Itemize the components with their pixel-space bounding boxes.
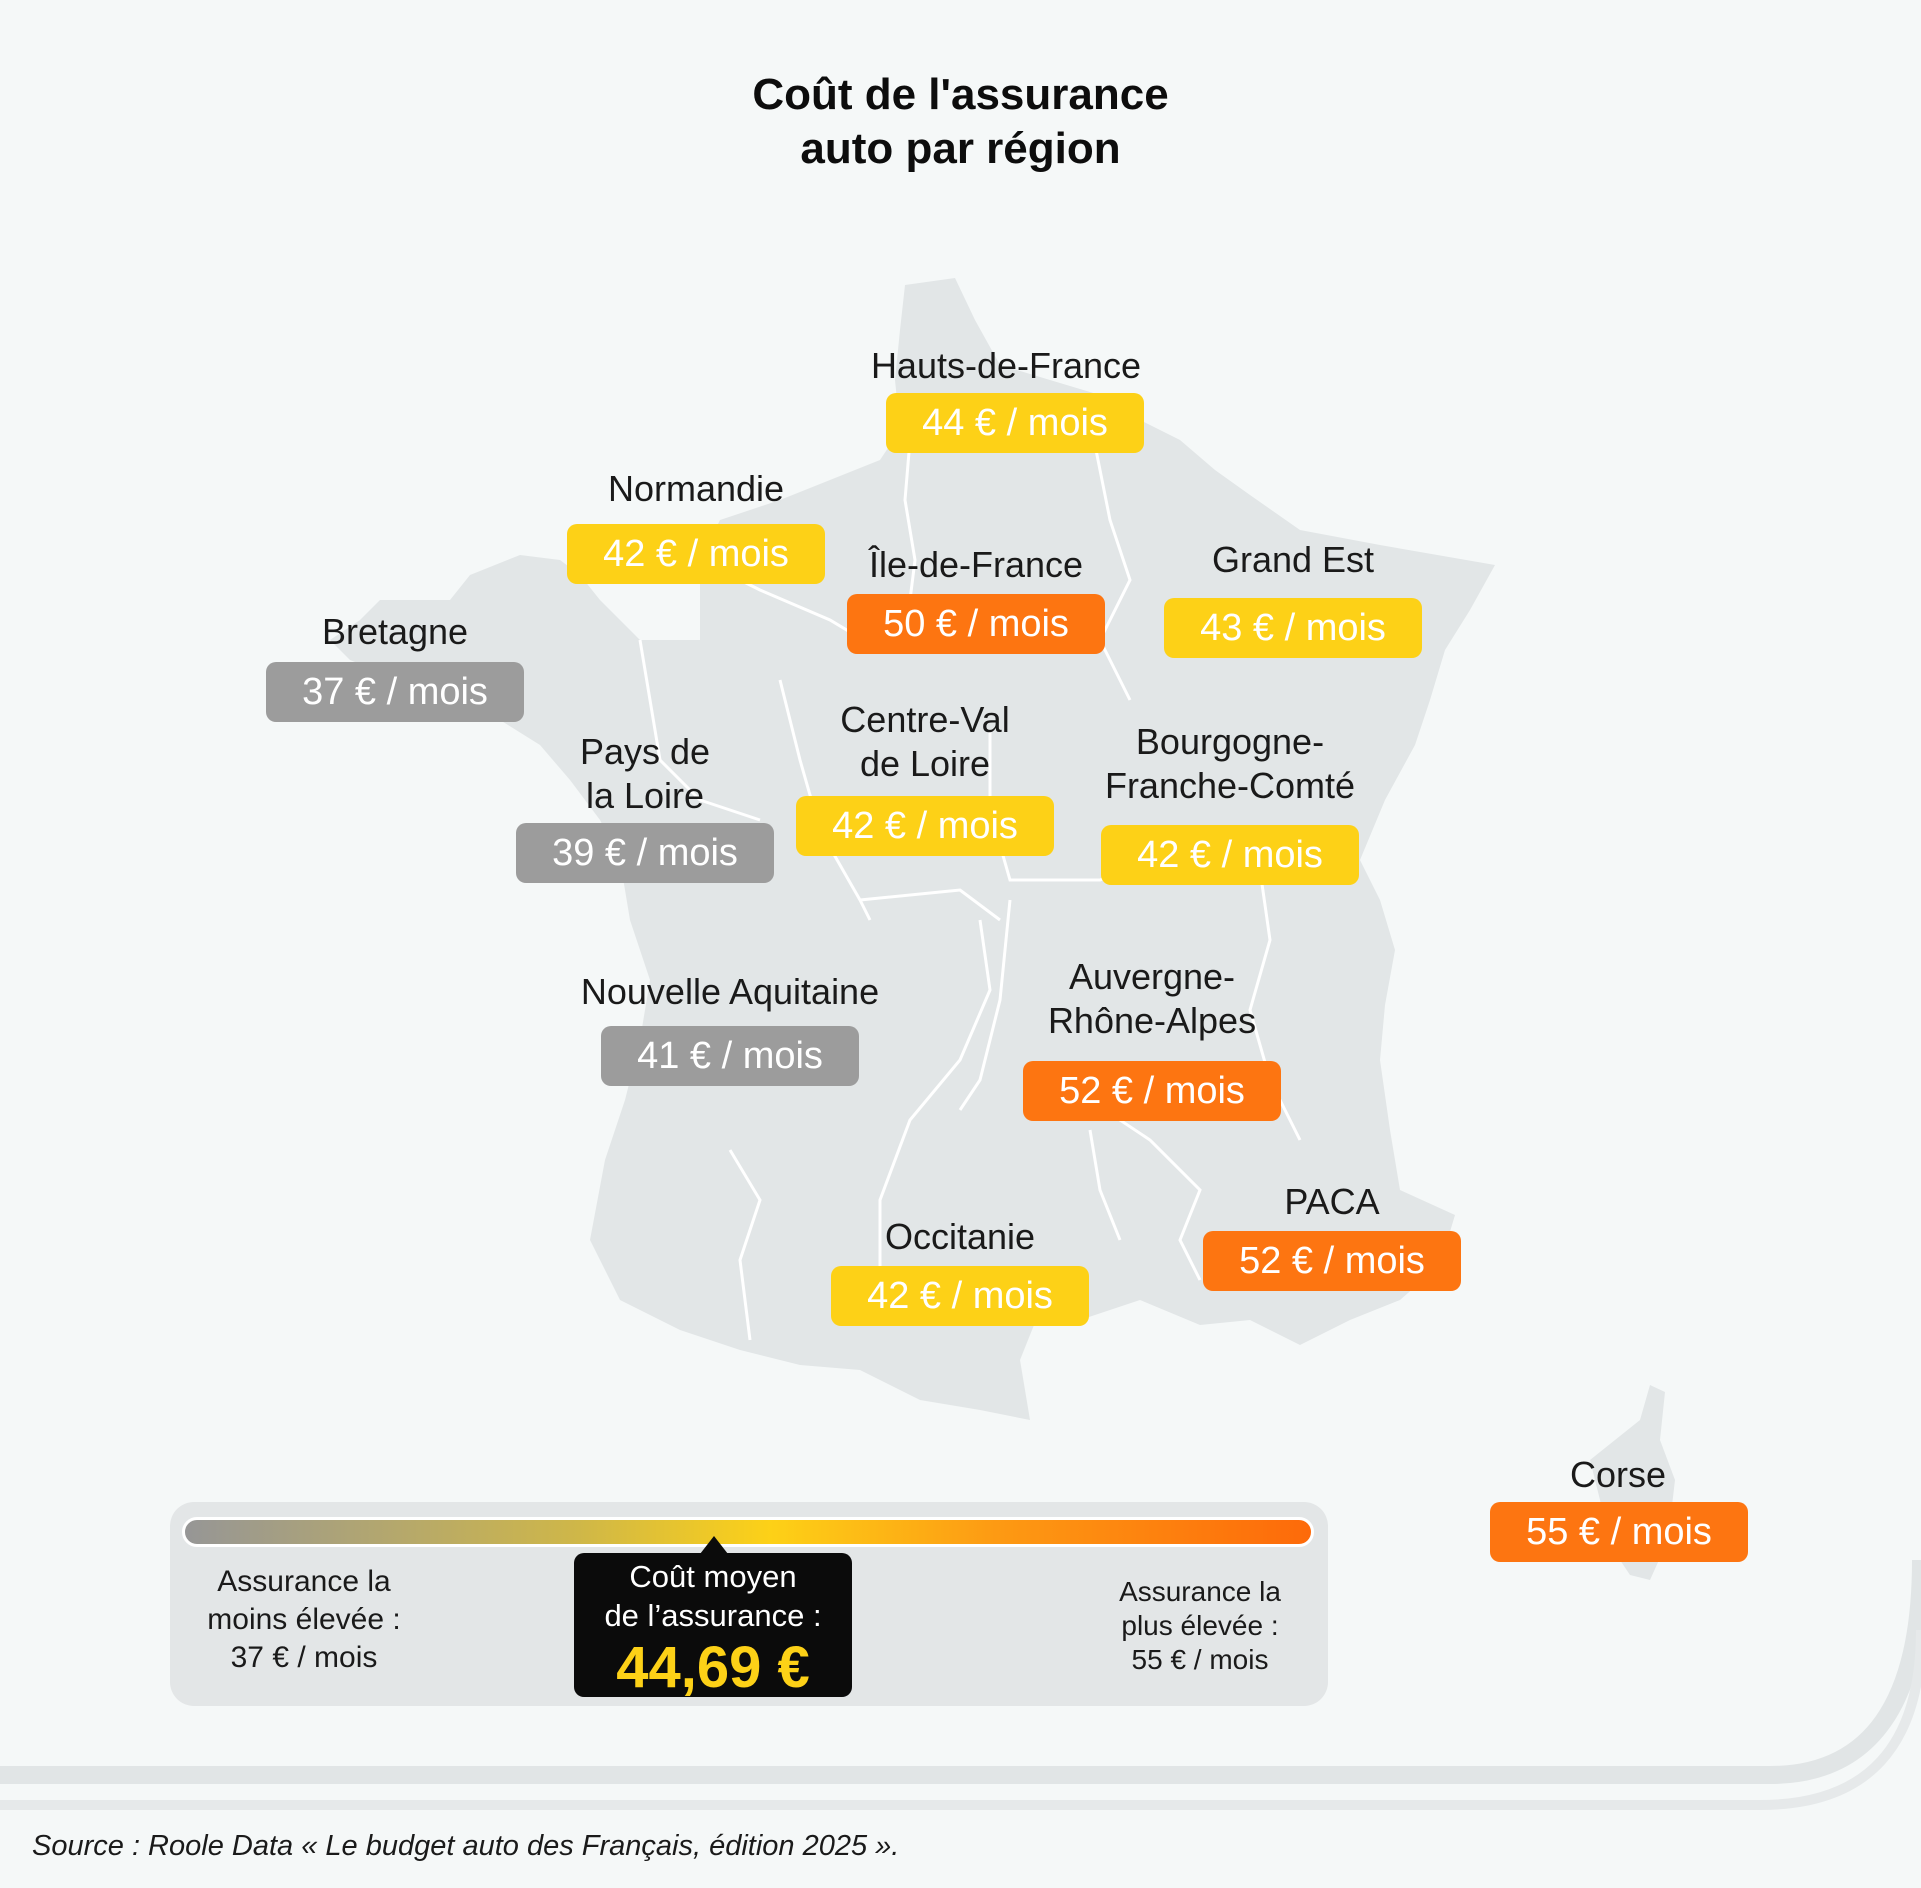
price-badge-bourgogne-franche-comte: 42 € / mois <box>1101 825 1359 885</box>
border-13 <box>1088 1129 1122 1241</box>
price-gradient-bar <box>182 1517 1314 1547</box>
region-name-auvergne-rhone-alpes-line-2: Rhône-Alpes <box>1047 1000 1257 1041</box>
border-3 <box>1093 444 1132 701</box>
border-8 <box>878 919 992 1270</box>
region-name-hauts-de-france: Hauts-de-France <box>870 345 1142 386</box>
price-badge-paca: 52 € / mois <box>1203 1231 1461 1291</box>
region-name-normandie: Normandie <box>607 468 785 509</box>
price-badge-hauts-de-france: 44 € / mois <box>886 393 1144 453</box>
price-badge-normandie: 42 € / mois <box>567 524 825 584</box>
legend-low-line-1: Assurance la <box>217 1565 391 1598</box>
legend-high-line-3: 55 € / mois <box>1131 1644 1269 1675</box>
region-name-occitanie: Occitanie <box>884 1216 1036 1257</box>
average-marker <box>700 1536 728 1554</box>
price-badge-nouvelle-aquitaine: 41 € / mois <box>601 1026 859 1086</box>
price-badge-corse: 55 € / mois <box>1490 1502 1748 1562</box>
border-4 <box>638 639 761 822</box>
legend-low-line-3: 37 € / mois <box>230 1641 378 1674</box>
border-7 <box>859 888 1001 922</box>
price-badge-bretagne: 37 € / mois <box>266 662 524 722</box>
source-note: Source : Roole Data « Le budget auto des… <box>32 1830 900 1862</box>
average-label-line-1: Coût moyen <box>629 1559 797 1594</box>
border-9 <box>958 899 1012 1111</box>
region-name-bourgogne-franche-comte-line-2: Franche-Comté <box>1104 765 1356 806</box>
region-name-pays-de-la-loire-line-1: Pays de <box>579 731 711 772</box>
border-11 <box>1089 1098 1202 1281</box>
average-label-line-2: de l’assurance : <box>604 1598 822 1633</box>
legend-high-line-1: Assurance la <box>1119 1576 1281 1607</box>
region-name-nouvelle-aquitaine: Nouvelle Aquitaine <box>580 971 880 1012</box>
region-name-centre-val-de-loire-line-1: Centre-Val <box>840 699 1010 740</box>
average-cost-box: Coût moyen de l’assurance : 44,69 € <box>574 1553 852 1700</box>
decorative-curve-outer <box>0 1559 1921 1784</box>
region-name-pays-de-la-loire-line-2: la Loire <box>585 775 705 816</box>
price-badge-occitanie: 42 € / mois <box>831 1266 1089 1326</box>
region-name-grand-est: Grand Est <box>1211 539 1375 580</box>
region-name-auvergne-rhone-alpes-line-1: Auvergne- <box>1068 956 1236 997</box>
price-badge-pays-de-la-loire: 39 € / mois <box>516 823 774 883</box>
region-name-bretagne: Bretagne <box>321 611 469 652</box>
price-badge-auvergne-rhone-alpes: 52 € / mois <box>1023 1061 1281 1121</box>
price-badge-centre-val-de-loire: 42 € / mois <box>796 796 1054 856</box>
price-badge-ile-de-france: 50 € / mois <box>847 594 1105 654</box>
title-line-2: auto par région <box>800 124 1121 173</box>
region-name-corse: Corse <box>1569 1454 1667 1495</box>
region-name-ile-de-france: Île-de-France <box>868 544 1084 585</box>
border-12 <box>728 1149 762 1341</box>
average-value: 44,69 € <box>616 1635 810 1700</box>
region-name-paca: PACA <box>1284 1181 1380 1222</box>
legend-low-line-2: moins élevée : <box>207 1603 401 1636</box>
region-name-centre-val-de-loire-line-2: de Loire <box>859 743 991 784</box>
region-name-bourgogne-franche-comte-line-1: Bourgogne- <box>1135 721 1325 762</box>
decorative-curve-inner <box>0 1629 1921 1810</box>
title-line-1: Coût de l'assurance <box>752 70 1169 119</box>
price-badge-grand-est: 43 € / mois <box>1164 598 1422 658</box>
legend-high-line-2: plus élevée : <box>1121 1610 1279 1641</box>
